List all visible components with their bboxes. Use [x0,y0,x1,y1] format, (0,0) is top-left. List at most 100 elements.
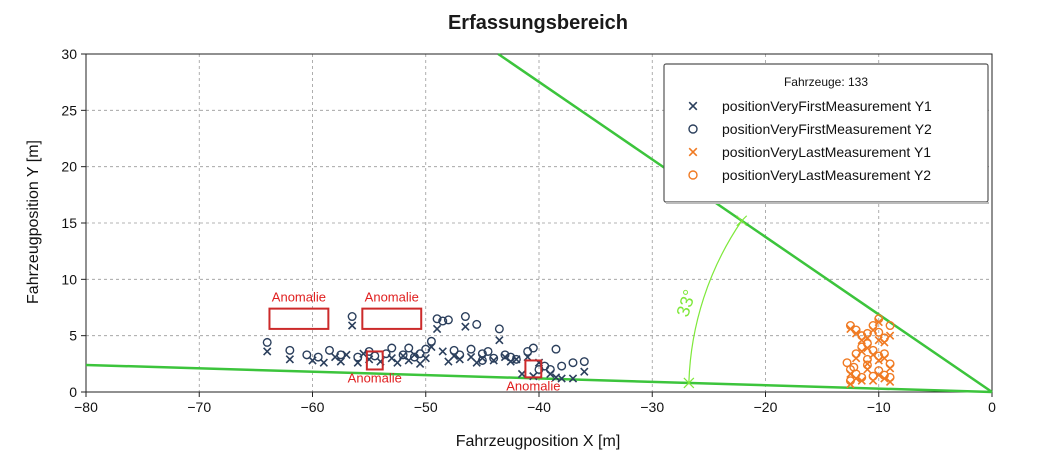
data-point-o [868,345,878,355]
legend-entry-label: positionVeryLastMeasurement Y2 [722,167,931,183]
data-point-x [557,374,566,383]
data-points [262,312,895,389]
data-point-o [438,316,448,326]
data-point-x [495,336,504,345]
data-point-o [455,350,465,360]
data-point-o [845,321,855,331]
data-point-x [885,377,895,387]
data-point-x [529,372,538,381]
data-point-o [336,350,346,360]
data-point-o [551,344,561,354]
data-point-o [415,349,425,359]
data-point-o [460,312,470,322]
anomaly-label: Anomalie [365,290,419,305]
data-point-o [472,319,482,329]
data-point-o [262,337,272,347]
data-point-o [845,376,855,386]
data-point-o [879,370,889,380]
data-point-o [477,355,487,365]
x-tick-label: −10 [867,399,891,415]
angle-marker [683,377,695,389]
legend: Fahrzeuge: 133 positionVeryFirstMeasureme… [663,63,989,204]
data-point-o [398,350,408,360]
data-point-o [874,314,884,324]
data-point-x [568,374,578,383]
y-tick-label: 25 [61,102,77,118]
data-point-x [461,322,470,331]
data-point-o [500,350,510,360]
data-point-o [857,372,867,382]
data-point-o [302,350,312,360]
legend-entry-label: positionVeryFirstMeasurement Y1 [722,98,932,114]
anomaly-box [524,359,543,379]
data-point-o [324,345,334,355]
legend-marker-x [688,101,698,111]
data-point-o [868,321,878,331]
data-point-o [387,343,397,353]
data-point-o [443,315,453,325]
data-point-o [404,343,414,353]
data-point-o [477,349,487,359]
data-point-x [438,347,447,356]
anomaly-label: Anomalie [272,290,326,305]
data-point-o [494,324,504,334]
y-tick-label: 10 [61,271,77,287]
angle-arc [688,220,743,383]
data-point-x [874,356,883,365]
data-point-x [336,357,345,366]
data-point-o [489,353,499,363]
x-tick-label: 0 [988,399,996,415]
data-point-x [432,324,442,334]
boundary-lines [85,52,993,394]
legend-title: Fahrzeuge: 133 [784,75,868,89]
y-tick-label: 15 [61,215,77,231]
data-point-x [478,354,487,363]
data-point-o [879,333,889,343]
anomaly-annotations: Anomalie Anomalie Anomalie Anomalie [268,290,560,393]
anomaly-box [361,307,423,330]
data-point-o [862,354,872,364]
x-tick-label: −70 [187,399,211,415]
data-point-o [347,312,357,322]
data-point-o [849,362,859,372]
data-point-o [506,352,516,362]
data-point-x [885,364,895,373]
data-point-o [557,361,567,371]
data-point-x [489,356,498,365]
y-tick-label: 20 [61,159,77,175]
data-point-o [353,352,363,362]
legend-entry-label: positionVeryLastMeasurement Y1 [722,144,931,160]
data-point-o [862,360,872,370]
data-point-o [885,359,895,369]
data-point-o [842,358,852,368]
legend-marker-x [688,147,698,157]
data-point-o [874,366,884,376]
data-point-o [568,358,578,368]
data-point-o [545,364,555,374]
data-point-o [885,372,895,382]
data-point-x [580,367,589,376]
data-point-x [319,358,328,367]
boundary-line [497,52,993,394]
data-point-o [432,314,442,324]
angle-marker [736,215,748,227]
data-point-o [851,349,861,359]
data-point-o [426,336,436,346]
data-point-o [528,343,538,353]
data-point-o [868,371,878,381]
data-point-o [421,344,431,354]
data-point-o [857,331,867,341]
data-point-x [263,347,272,356]
data-point-o [579,357,589,367]
anomaly-box [365,350,384,371]
data-point-o [857,342,867,352]
data-point-o [523,346,533,356]
x-tick-label: −30 [640,399,664,415]
data-point-o [313,352,323,362]
data-point-o [285,345,295,355]
data-point-x [880,338,889,347]
data-point-o [483,346,493,356]
data-point-o [874,351,884,361]
legend-entry-label: positionVeryFirstMeasurement Y2 [722,121,932,137]
x-axis-label: Fahrzeugposition X [m] [456,433,621,450]
